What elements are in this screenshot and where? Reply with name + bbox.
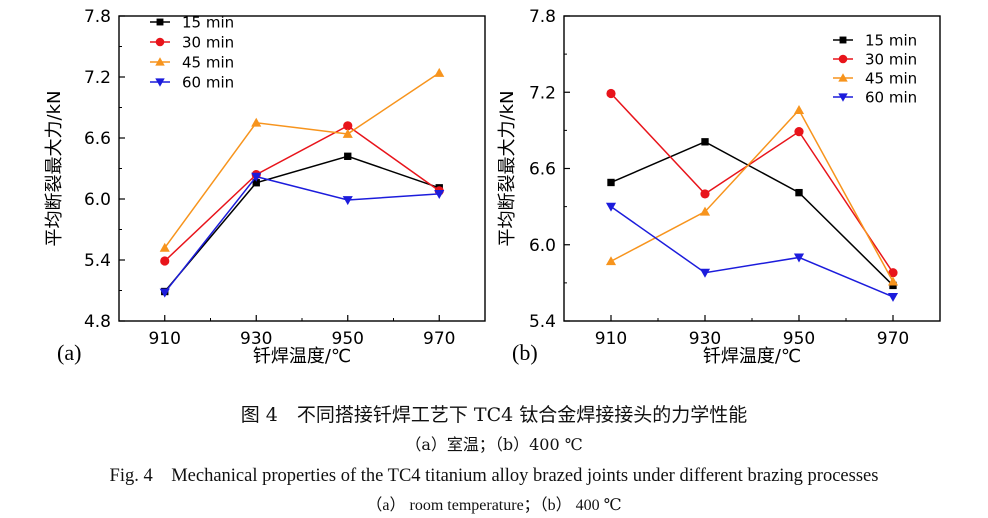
data-point: [344, 152, 352, 160]
legend-label: 45 min: [865, 70, 917, 88]
series-line: [610, 206, 894, 298]
legend-label: 30 min: [182, 34, 234, 52]
series-30-min: [606, 88, 898, 278]
x-tick-label: 910: [149, 329, 181, 349]
legend-marker: [838, 73, 848, 82]
panel-label: (b): [512, 340, 538, 365]
y-tick-label: 5.4: [529, 312, 556, 332]
series-45-min: [159, 67, 445, 252]
x-axis-title: 钎焊温度/℃: [703, 346, 801, 367]
x-tick-label: 950: [783, 329, 815, 349]
y-tick-label: 4.8: [84, 312, 111, 332]
data-point: [251, 117, 262, 127]
series-line: [164, 175, 440, 293]
data-point: [434, 190, 445, 199]
series-60-min: [159, 172, 445, 298]
legend-label: 15 min: [865, 32, 917, 50]
legend: 15 min 30 min 45 min 60 min: [150, 14, 234, 92]
legend-marker: [838, 54, 848, 64]
data-point: [342, 128, 353, 138]
y-tick-label: 6.6: [84, 129, 111, 149]
series-line: [164, 155, 440, 292]
legend-marker: [838, 93, 848, 102]
legend-marker: [155, 78, 165, 87]
series-line: [610, 140, 894, 286]
x-axis-title: 钎焊温度/℃: [253, 346, 351, 367]
y-tick-label: 7.8: [84, 7, 111, 27]
data-point: [887, 292, 899, 302]
legend-marker: [155, 37, 165, 47]
y-axis-title: 平均断裂最大力/kN: [44, 91, 65, 247]
y-tick-label: 7.8: [529, 7, 556, 27]
legend-marker: [155, 57, 165, 66]
legend-marker: [839, 36, 847, 44]
x-tick-label: 950: [332, 329, 364, 349]
y-tick-label: 7.2: [84, 68, 111, 88]
data-point: [888, 268, 898, 278]
data-point: [252, 179, 260, 187]
data-point: [434, 67, 445, 77]
x-tick-label: 970: [423, 329, 455, 349]
figure-canvas: 4.8 5.4 6.0 6.6 7.2 7.8 910 930 950 970 平均断裂最大力/kN…: [44, 7, 941, 367]
legend-marker: [156, 18, 164, 26]
data-point: [343, 121, 353, 131]
y-tick-label: 6.0: [84, 190, 111, 210]
figure-caption-title-en: Fig. 4 Mechanical properties of the TC4 …: [109, 466, 879, 486]
legend-label: 60 min: [865, 89, 917, 107]
data-point: [793, 104, 805, 114]
data-point: [793, 253, 805, 263]
y-axis-title: 平均断裂最大力/kN: [497, 91, 518, 247]
x-tick-label: 930: [689, 329, 721, 349]
y-tick-label: 6.6: [529, 160, 556, 180]
x-tick-label: 970: [877, 329, 909, 349]
data-point: [699, 206, 711, 216]
series-line: [610, 93, 894, 274]
legend-label: 15 min: [182, 14, 234, 32]
data-point: [606, 88, 616, 99]
chart-panel-b: 5.4 6.0 6.6 7.2 7.8 910 930 950 970 平均断裂最大力/kN 钎焊温…: [497, 7, 941, 367]
data-point: [795, 188, 803, 197]
data-point: [342, 196, 353, 206]
panel-label: (a): [57, 340, 81, 365]
series-45-min: [605, 104, 899, 286]
data-point: [794, 127, 804, 137]
data-point: [159, 288, 170, 298]
data-point: [700, 189, 710, 199]
data-point: [701, 138, 709, 146]
y-tick-label: 6.0: [529, 236, 556, 256]
data-point: [160, 256, 170, 266]
series-line: [610, 108, 894, 282]
series-line: [164, 124, 440, 262]
data-point: [605, 256, 617, 266]
data-point: [887, 276, 899, 286]
y-tick-label: 7.2: [529, 83, 556, 103]
data-point: [699, 268, 711, 278]
series-line: [164, 72, 440, 249]
plot-frame: [118, 15, 486, 322]
data-point: [607, 178, 615, 187]
legend-label: 45 min: [182, 54, 234, 72]
data-point: [605, 202, 617, 212]
chart-panel-a: 4.8 5.4 6.0 6.6 7.2 7.8 910 930 950 970 平均断裂最大力/kN…: [44, 7, 486, 367]
series-60-min: [605, 202, 899, 302]
y-tick-label: 5.4: [84, 251, 111, 271]
x-tick-label: 930: [240, 329, 272, 349]
legend-label: 30 min: [865, 51, 917, 69]
figure-caption-title-zh: 图 4 不同搭接钎焊工艺下 TC4 钛合金焊接接头的力学性能: [240, 404, 748, 426]
legend-label: 60 min: [182, 74, 234, 92]
data-point: [159, 242, 170, 252]
figure-caption-subtitle-en: （a） room temperature；（b） 400 ℃: [366, 497, 622, 514]
data-point: [251, 172, 262, 182]
figure-caption-subtitle-zh: （a）室温；（b）400 ℃: [405, 435, 583, 454]
x-tick-label: 910: [595, 329, 627, 349]
